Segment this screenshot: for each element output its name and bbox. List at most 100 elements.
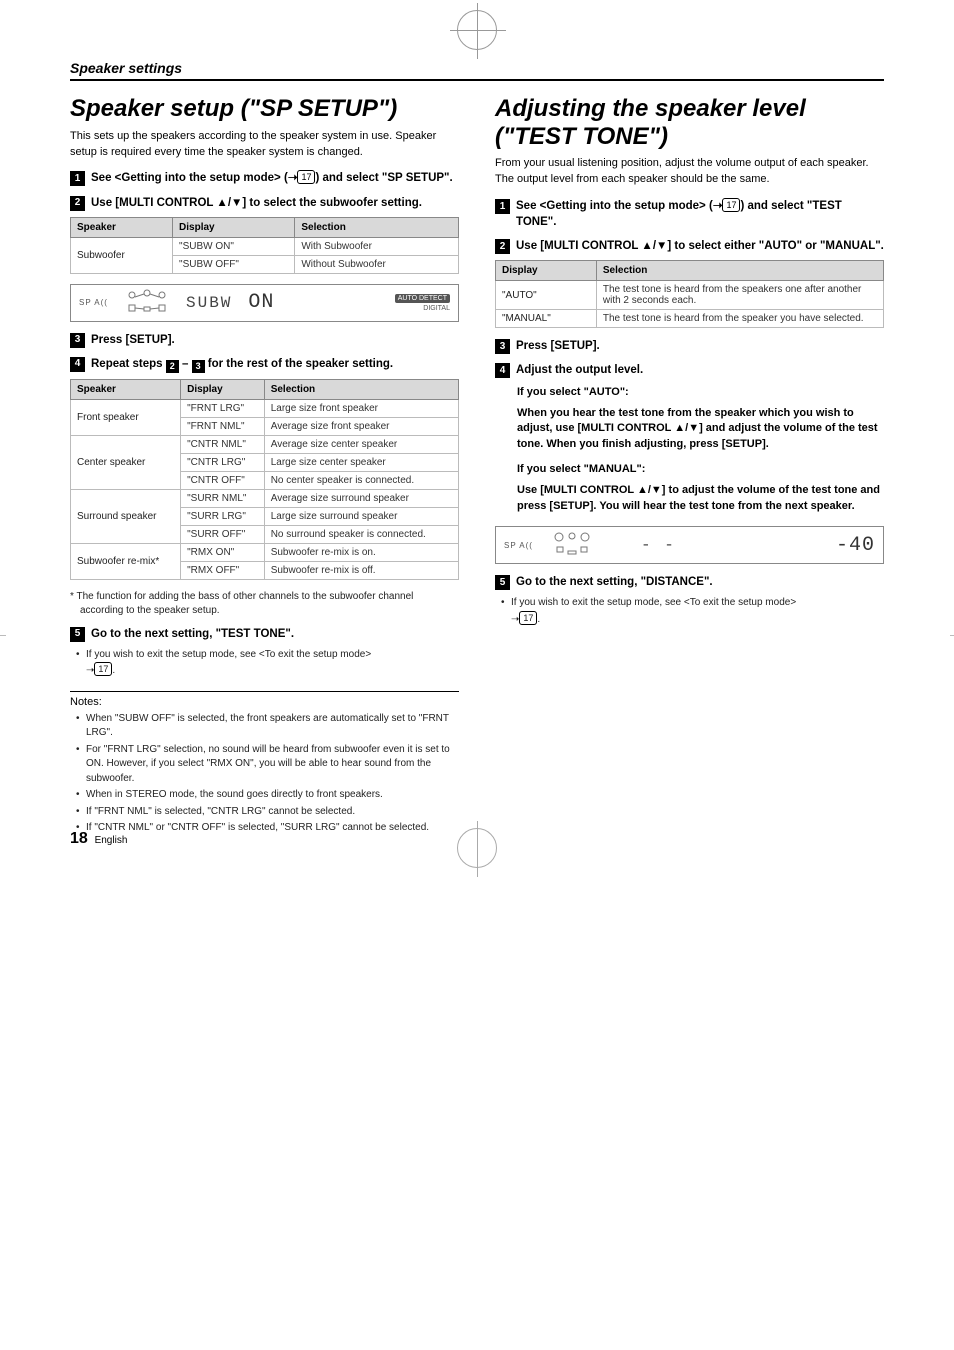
table-cell: Center speaker <box>71 435 181 489</box>
section-title: Speaker settings <box>70 60 884 81</box>
step-text: Press [SETUP]. <box>91 332 459 348</box>
crop-mark-bottom <box>457 828 497 868</box>
exit-note: If you wish to exit the setup mode, see … <box>501 596 884 627</box>
display-label: SP A(( <box>504 541 533 550</box>
display-badge: AUTO DETECT <box>395 294 450 303</box>
step-text: Press [SETUP]. <box>516 338 884 354</box>
right-step-1: 1 See <Getting into the setup mode> (➝17… <box>495 198 884 230</box>
note-item: When "SUBW OFF" is selected, the front s… <box>76 712 459 741</box>
step-text: Go to the next setting, "DISTANCE". <box>516 574 884 590</box>
table-cell: "SURR NML" <box>181 489 265 507</box>
page-ref-icon: 17 <box>519 611 537 625</box>
step-number-icon: 4 <box>70 357 85 372</box>
table-cell: No surround speaker is connected. <box>264 525 458 543</box>
exit-note: If you wish to exit the setup mode, see … <box>76 648 459 679</box>
table-footnote: * The function for adding the bass of ot… <box>70 590 459 618</box>
display-badge: DIGITAL <box>423 305 450 312</box>
right-step-2: 2 Use [MULTI CONTROL ▲/▼] to select eith… <box>495 238 884 254</box>
step-text: See <Getting into the setup mode> ( <box>516 200 713 212</box>
left-step-3: 3 Press [SETUP]. <box>70 332 459 348</box>
note-text: If you wish to exit the setup mode, see … <box>511 597 796 608</box>
left-step-4: 4 Repeat steps 2 – 3 for the rest of the… <box>70 356 459 373</box>
speaker-layout-icon <box>549 531 595 559</box>
table-cell: "SUBW OFF" <box>173 255 295 273</box>
page-ref-icon: 17 <box>722 198 740 212</box>
table-cell: Without Subwoofer <box>295 255 459 273</box>
display-segment: SUBW <box>186 294 232 312</box>
display-panel-1: SP A(( SUBW ON AUTO DETECT DIGITAL <box>70 284 459 322</box>
separator <box>70 691 459 692</box>
arrow-icon: ➝ <box>288 172 298 184</box>
auto-section: If you select "AUTO": When you hear the … <box>517 385 884 453</box>
right-step-3: 3 Press [SETUP]. <box>495 338 884 354</box>
table-cell: Average size center speaker <box>264 435 458 453</box>
left-column: Speaker setup ("SP SETUP") This sets up … <box>70 95 459 838</box>
left-lead: This sets up the speakers according to t… <box>70 129 459 161</box>
right-column: Adjusting the speaker level ("TEST TONE"… <box>495 95 884 838</box>
step-number-icon: 3 <box>495 339 510 354</box>
table-cell: Subwoofer re-mix is on. <box>264 543 458 561</box>
step-text: Use [MULTI CONTROL ▲/▼] to select either… <box>516 238 884 254</box>
display-panel-2: SP A(( - - -40 <box>495 526 884 564</box>
table-cell: Large size center speaker <box>264 453 458 471</box>
subhead: If you select "AUTO": <box>517 386 629 398</box>
note-item: If "CNTR NML" or "CNTR OFF" is selected,… <box>76 821 459 836</box>
step-text: Go to the next setting, "TEST TONE". <box>91 626 459 642</box>
manual-section: If you select "MANUAL": Use [MULTI CONTR… <box>517 462 884 514</box>
table-cell: Front speaker <box>71 399 181 435</box>
table-cell: Average size front speaker <box>264 417 458 435</box>
table-header: Display <box>496 261 597 281</box>
table-cell: The test tone is heard from the speaker … <box>596 310 883 328</box>
display-segment: - - <box>641 536 676 554</box>
note-text: If you wish to exit the setup mode, see … <box>86 649 371 660</box>
step-text: Use [MULTI CONTROL ▲/▼] to select the su… <box>91 195 459 211</box>
step-number-icon: 1 <box>495 199 510 214</box>
step-text: Repeat steps <box>91 358 166 370</box>
table-cell: "SURR LRG" <box>181 507 265 525</box>
content-columns: Speaker setup ("SP SETUP") This sets up … <box>70 95 884 838</box>
left-step-5: 5 Go to the next setting, "TEST TONE". <box>70 626 459 642</box>
step-number-icon: 5 <box>70 627 85 642</box>
step-number-icon: 2 <box>70 196 85 211</box>
table-cell: "RMX ON" <box>181 543 265 561</box>
table-header: Display <box>173 217 295 237</box>
step-text: See <Getting into the setup mode> ( <box>91 172 288 184</box>
table-cell: "MANUAL" <box>496 310 597 328</box>
table-header: Selection <box>264 379 458 399</box>
step-number-icon: 2 <box>166 360 179 373</box>
step-text: ) and select "SP SETUP". <box>315 172 452 184</box>
table-cell: Surround speaker <box>71 489 181 543</box>
speaker-settings-table: Speaker Display Selection Front speaker"… <box>70 379 459 580</box>
step-number-icon: 2 <box>495 239 510 254</box>
body-text: When you hear the test tone from the spe… <box>517 407 878 450</box>
left-step-1: 1 See <Getting into the setup mode> (➝17… <box>70 170 459 186</box>
arrow-icon: ➝ <box>511 614 519 625</box>
step-number-icon: 3 <box>192 360 205 373</box>
step-number-icon: 1 <box>70 171 85 186</box>
page-language: English <box>95 835 128 846</box>
table-header: Display <box>181 379 265 399</box>
table-cell: "SURR OFF" <box>181 525 265 543</box>
page-ref-icon: 17 <box>297 170 315 184</box>
note-item: When in STEREO mode, the sound goes dire… <box>76 788 459 803</box>
table-header: Speaker <box>71 379 181 399</box>
table-cell: Subwoofer re-mix is off. <box>264 561 458 579</box>
step-text: Adjust the output level. <box>516 362 884 378</box>
table-cell: With Subwoofer <box>295 237 459 255</box>
subhead: If you select "MANUAL": <box>517 463 645 475</box>
step-number-icon: 4 <box>495 363 510 378</box>
display-label: SP A(( <box>79 298 108 307</box>
display-segment-large: -40 <box>836 534 875 557</box>
step-text: – <box>182 358 192 370</box>
table-cell: Subwoofer <box>71 237 173 273</box>
table-header: Speaker <box>71 217 173 237</box>
right-step-5: 5 Go to the next setting, "DISTANCE". <box>495 574 884 590</box>
subwoofer-table: Speaker Display Selection Subwoofer "SUB… <box>70 217 459 274</box>
table-cell: "SUBW ON" <box>173 237 295 255</box>
table-cell: "FRNT LRG" <box>181 399 265 417</box>
table-cell: The test tone is heard from the speakers… <box>596 281 883 310</box>
page-ref-icon: 17 <box>94 662 112 676</box>
note-item: For "FRNT LRG" selection, no sound will … <box>76 743 459 787</box>
step-number-icon: 3 <box>70 333 85 348</box>
table-cell: "AUTO" <box>496 281 597 310</box>
